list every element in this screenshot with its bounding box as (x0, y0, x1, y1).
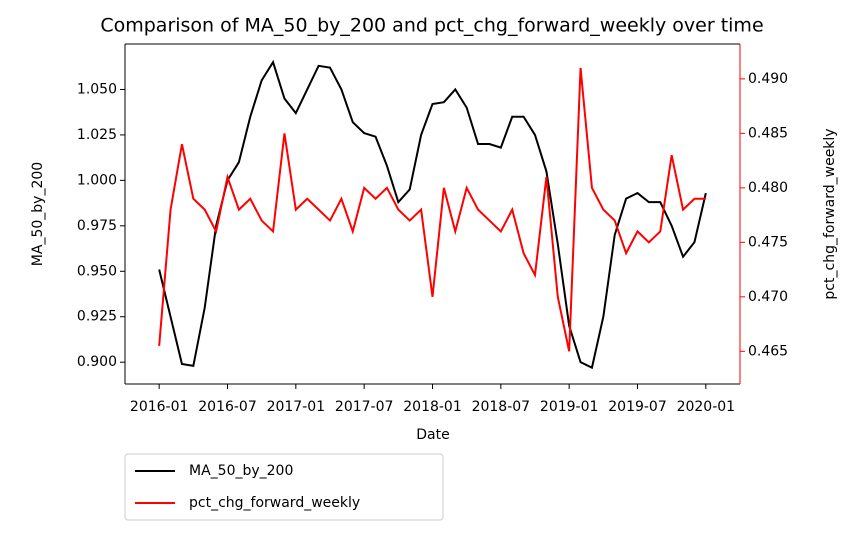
y-tick-label: 0.950 (77, 263, 117, 279)
legend-label: pct_chg_forward_weekly (189, 495, 360, 511)
y2-axis-label: pct_chg_forward_weekly (822, 128, 838, 299)
y2-tick-label: 0.470 (748, 289, 788, 305)
y-tick-label: 0.900 (77, 354, 117, 370)
line-series (158, 67, 706, 352)
y2-tick-label: 0.485 (748, 125, 788, 141)
x-tick-label: 2019-07 (608, 399, 667, 415)
y-tick-label: 0.925 (77, 309, 117, 325)
y2-tick-label: 0.480 (748, 180, 788, 196)
y-tick-label: 1.000 (77, 172, 117, 188)
y-tick-label: 1.050 (77, 81, 117, 97)
y-tick-label: 0.975 (77, 218, 117, 234)
y-tick-label: 1.025 (77, 127, 117, 143)
x-tick-label: 2020-01 (677, 399, 736, 415)
line-series (158, 59, 707, 370)
x-tick-label: 2016-07 (198, 399, 257, 415)
legend-label: MA_50_by_200 (189, 463, 293, 479)
y2-tick-label: 0.490 (748, 71, 788, 87)
x-tick-label: 2018-07 (472, 399, 531, 415)
chart-title: Comparison of MA_50_by_200 and pct_chg_f… (100, 15, 763, 37)
x-axis-label: Date (416, 427, 449, 443)
x-tick-label: 2018-01 (403, 399, 462, 415)
x-tick-label: 2016-01 (130, 399, 189, 415)
legend-box (124, 453, 444, 521)
y2-tick-label: 0.475 (748, 234, 788, 250)
x-tick-label: 2019-01 (540, 399, 599, 415)
y2-tick-label: 0.465 (748, 343, 788, 359)
x-tick-label: 2017-01 (267, 399, 326, 415)
x-tick-label: 2017-07 (335, 399, 394, 415)
y-axis-label: MA_50_by_200 (30, 162, 46, 266)
